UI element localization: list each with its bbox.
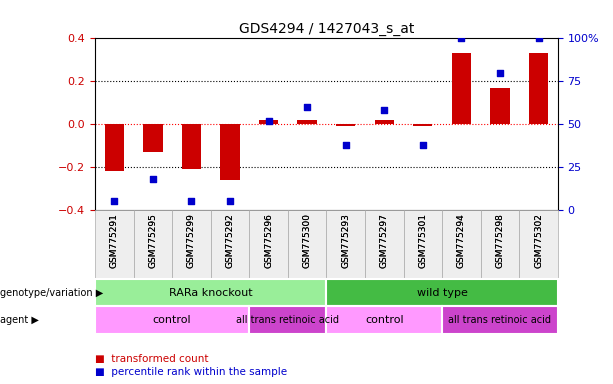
Bar bbox=[375, 120, 394, 124]
Text: agent ▶: agent ▶ bbox=[0, 315, 39, 325]
FancyBboxPatch shape bbox=[519, 210, 558, 279]
FancyBboxPatch shape bbox=[481, 210, 519, 279]
Text: GSM775292: GSM775292 bbox=[226, 213, 235, 268]
Text: control: control bbox=[365, 315, 403, 325]
Text: ■  transformed count: ■ transformed count bbox=[95, 354, 208, 364]
Text: GSM775301: GSM775301 bbox=[418, 213, 427, 268]
Text: GSM775298: GSM775298 bbox=[495, 213, 504, 268]
Bar bbox=[143, 124, 162, 152]
FancyBboxPatch shape bbox=[95, 279, 327, 306]
Text: GSM775291: GSM775291 bbox=[110, 213, 119, 268]
Point bbox=[341, 142, 351, 148]
Bar bbox=[297, 120, 317, 124]
FancyBboxPatch shape bbox=[442, 306, 558, 334]
Point bbox=[225, 198, 235, 204]
FancyBboxPatch shape bbox=[95, 210, 134, 279]
Bar bbox=[182, 124, 201, 169]
Text: GSM775294: GSM775294 bbox=[457, 213, 466, 268]
Text: control: control bbox=[153, 315, 191, 325]
Bar bbox=[413, 124, 433, 126]
Text: all trans retinoic acid: all trans retinoic acid bbox=[237, 315, 340, 325]
Point bbox=[186, 198, 196, 204]
Text: GSM775299: GSM775299 bbox=[187, 213, 196, 268]
Bar bbox=[452, 53, 471, 124]
Text: GSM775299: GSM775299 bbox=[187, 213, 196, 268]
Text: GSM775295: GSM775295 bbox=[148, 213, 158, 268]
Text: GSM775293: GSM775293 bbox=[341, 213, 350, 268]
Text: GSM775298: GSM775298 bbox=[495, 213, 504, 268]
Text: GSM775301: GSM775301 bbox=[418, 213, 427, 268]
FancyBboxPatch shape bbox=[442, 210, 481, 279]
Bar bbox=[336, 124, 356, 126]
Text: GSM775291: GSM775291 bbox=[110, 213, 119, 268]
Text: GSM775294: GSM775294 bbox=[457, 213, 466, 268]
Text: wild type: wild type bbox=[417, 288, 468, 298]
Text: GSM775297: GSM775297 bbox=[380, 213, 389, 268]
Bar bbox=[259, 120, 278, 124]
FancyBboxPatch shape bbox=[249, 210, 288, 279]
Text: GSM775302: GSM775302 bbox=[534, 213, 543, 268]
Point bbox=[264, 118, 273, 124]
FancyBboxPatch shape bbox=[327, 279, 558, 306]
Text: GSM775297: GSM775297 bbox=[380, 213, 389, 268]
Text: GSM775296: GSM775296 bbox=[264, 213, 273, 268]
Point bbox=[109, 198, 119, 204]
Text: GSM775292: GSM775292 bbox=[226, 213, 235, 268]
FancyBboxPatch shape bbox=[403, 210, 442, 279]
Text: genotype/variation ▶: genotype/variation ▶ bbox=[0, 288, 103, 298]
FancyBboxPatch shape bbox=[211, 210, 249, 279]
Text: GSM775295: GSM775295 bbox=[148, 213, 158, 268]
Text: GSM775293: GSM775293 bbox=[341, 213, 350, 268]
Point bbox=[457, 35, 466, 41]
Point bbox=[418, 142, 428, 148]
Point bbox=[534, 35, 544, 41]
Bar bbox=[105, 124, 124, 171]
FancyBboxPatch shape bbox=[327, 210, 365, 279]
Title: GDS4294 / 1427043_s_at: GDS4294 / 1427043_s_at bbox=[238, 22, 414, 36]
Bar bbox=[529, 53, 548, 124]
Text: GSM775300: GSM775300 bbox=[303, 213, 311, 268]
FancyBboxPatch shape bbox=[134, 210, 172, 279]
Text: GSM775302: GSM775302 bbox=[534, 213, 543, 268]
FancyBboxPatch shape bbox=[172, 210, 211, 279]
Point bbox=[379, 107, 389, 113]
Point bbox=[302, 104, 312, 110]
FancyBboxPatch shape bbox=[249, 306, 327, 334]
Text: ■  percentile rank within the sample: ■ percentile rank within the sample bbox=[95, 367, 287, 377]
Bar bbox=[220, 124, 240, 180]
FancyBboxPatch shape bbox=[365, 210, 403, 279]
Text: GSM775300: GSM775300 bbox=[303, 213, 311, 268]
Text: GSM775296: GSM775296 bbox=[264, 213, 273, 268]
FancyBboxPatch shape bbox=[288, 210, 327, 279]
Text: all trans retinoic acid: all trans retinoic acid bbox=[449, 315, 552, 325]
FancyBboxPatch shape bbox=[327, 306, 442, 334]
Point bbox=[148, 176, 158, 182]
FancyBboxPatch shape bbox=[95, 306, 249, 334]
Text: RARa knockout: RARa knockout bbox=[169, 288, 253, 298]
Point bbox=[495, 70, 505, 76]
Bar bbox=[490, 88, 509, 124]
